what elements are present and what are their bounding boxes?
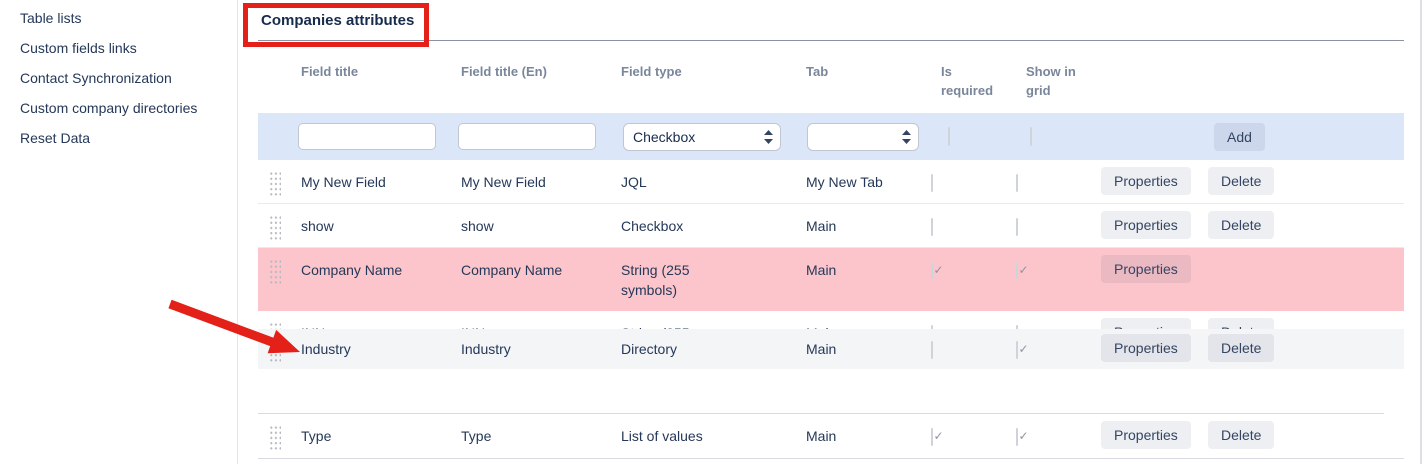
- is-required-checkbox[interactable]: [948, 126, 950, 146]
- table-row-highlighted: Company Name Company Name String (255 sy…: [258, 248, 1404, 311]
- cell-field-title: My New Field: [301, 174, 386, 190]
- cell-field-type: List of values: [621, 428, 703, 444]
- properties-button[interactable]: Properties: [1101, 334, 1191, 362]
- is-required-checkbox[interactable]: [931, 218, 933, 236]
- add-button[interactable]: Add: [1214, 122, 1265, 151]
- tab-select[interactable]: [807, 122, 919, 151]
- col-header-field-type: Field type: [621, 64, 682, 79]
- cell-field-title-en: My New Field: [461, 174, 546, 190]
- drag-handle-icon[interactable]: [268, 424, 281, 450]
- properties-button[interactable]: Properties: [1101, 211, 1191, 239]
- drag-handle-icon[interactable]: [268, 170, 281, 196]
- cell-field-title: Company Name: [301, 262, 403, 278]
- properties-button[interactable]: Properties: [1101, 421, 1191, 449]
- delete-button[interactable]: Delete: [1208, 211, 1275, 239]
- sidebar: Table lists Custom fields links Contact …: [0, 3, 237, 153]
- show-in-grid-checkbox[interactable]: [1016, 428, 1018, 446]
- cell-tab: My New Tab: [806, 174, 883, 190]
- delete-button[interactable]: Delete: [1208, 334, 1275, 362]
- is-required-checkbox[interactable]: [931, 428, 933, 446]
- col-header-show-in-grid: Show in grid: [1026, 64, 1076, 98]
- cell-field-type: JQL: [621, 174, 647, 190]
- properties-button[interactable]: Properties: [1101, 167, 1191, 195]
- show-in-grid-checkbox[interactable]: [1016, 174, 1018, 192]
- main-content: Companies attributes Field title Field t…: [258, 0, 1404, 459]
- col-header-is-required: Is required: [941, 64, 994, 98]
- col-header-tab: Tab: [806, 64, 829, 79]
- is-required-checkbox[interactable]: [931, 174, 933, 192]
- cell-tab: Main: [806, 428, 837, 444]
- field-type-selected-value: Checkbox: [633, 128, 696, 145]
- cell-field-title-en: Company Name: [461, 262, 563, 278]
- sidebar-item-contact-synchronization[interactable]: Contact Synchronization: [20, 70, 172, 86]
- field-title-input[interactable]: [298, 123, 436, 150]
- sidebar-divider: [237, 0, 238, 464]
- sidebar-item-custom-fields-links[interactable]: Custom fields links: [20, 40, 137, 56]
- properties-button[interactable]: Properties: [1101, 255, 1191, 283]
- sidebar-item-reset-data[interactable]: Reset Data: [20, 130, 91, 146]
- cell-tab: Main: [806, 218, 837, 234]
- row-divider: [258, 413, 1384, 414]
- show-in-grid-checkbox[interactable]: [1016, 218, 1018, 236]
- section-title-bar: Companies attributes: [258, 0, 1404, 41]
- is-required-checkbox[interactable]: [931, 341, 933, 359]
- cell-field-type: Checkbox: [621, 218, 684, 234]
- cell-field-title-en: show: [461, 218, 494, 234]
- show-in-grid-checkbox[interactable]: [1016, 341, 1018, 359]
- sidebar-item-custom-company-directories[interactable]: Custom company directories: [20, 100, 198, 116]
- field-title-en-input[interactable]: [458, 123, 596, 150]
- content-edge-line: [1420, 0, 1422, 464]
- select-stepper-icon: [764, 129, 773, 144]
- drag-handle-icon[interactable]: [268, 214, 281, 240]
- cell-field-type: Directory: [621, 341, 678, 357]
- select-stepper-icon: [902, 129, 911, 144]
- sidebar-item-table-lists[interactable]: Table lists: [20, 10, 82, 26]
- cell-field-title-en: Type: [461, 428, 492, 444]
- table-header-row: Field title Field title (En) Field type …: [258, 41, 1404, 113]
- cell-field-title: Industry: [301, 341, 351, 357]
- cell-tab: Main: [806, 262, 837, 278]
- table-row: Type Type List of values Main Properties…: [258, 414, 1404, 459]
- cell-field-title: show: [301, 218, 334, 234]
- page-title: Companies attributes: [261, 12, 415, 29]
- show-in-grid-checkbox[interactable]: [1016, 262, 1018, 280]
- table-row-dragging[interactable]: Industry Industry Directory Main Propert…: [258, 329, 1404, 369]
- field-type-select[interactable]: Checkbox: [623, 122, 781, 151]
- cell-field-title: Type: [301, 428, 332, 444]
- table-row: show show Checkbox Main Properties Delet…: [258, 204, 1404, 248]
- add-attribute-row: Checkbox Add: [258, 113, 1404, 160]
- col-header-field-title: Field title: [301, 64, 359, 79]
- cell-tab: Main: [806, 341, 837, 357]
- delete-button[interactable]: Delete: [1208, 167, 1275, 195]
- is-required-checkbox[interactable]: [931, 262, 933, 280]
- drag-handle-icon[interactable]: [268, 258, 281, 284]
- show-in-grid-checkbox[interactable]: [1030, 126, 1032, 146]
- cell-field-type: String (255 symbols): [621, 262, 690, 299]
- col-header-field-title-en: Field title (En): [461, 64, 547, 79]
- drag-handle-icon[interactable]: [268, 336, 281, 362]
- drag-gap: [258, 373, 1404, 413]
- cell-field-title-en: Industry: [461, 341, 511, 357]
- delete-button[interactable]: Delete: [1208, 421, 1275, 449]
- table-row: My New Field My New Field JQL My New Tab…: [258, 160, 1404, 204]
